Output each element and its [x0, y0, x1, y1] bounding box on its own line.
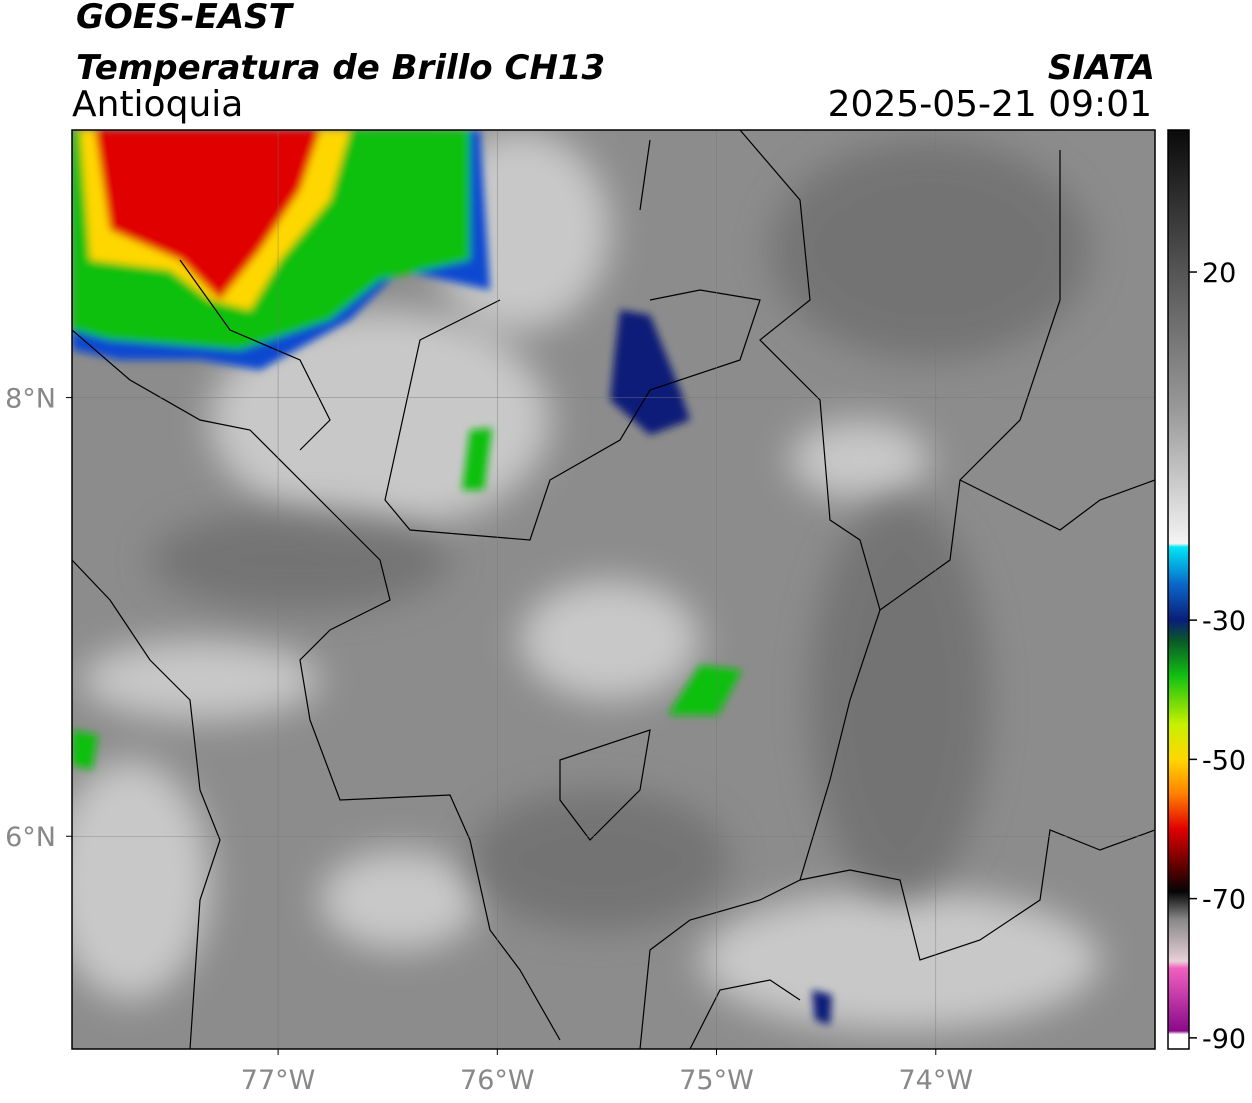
title: GOES-EAST [76, 0, 295, 37]
map-frame [71, 129, 1156, 1050]
x-tick-label: 77°W [241, 1065, 316, 1096]
colorbar-label: -30 [1202, 606, 1246, 637]
colorbar-label: -70 [1202, 885, 1246, 916]
satellite-image [72, 130, 1155, 1049]
x-tick-label: 75°W [679, 1065, 754, 1096]
datetime: 2025-05-21 09:01 [828, 84, 1152, 125]
y-tick-label: 8°N [5, 384, 56, 415]
x-tick-label: 76°W [460, 1065, 535, 1096]
source: SIATA [1048, 48, 1155, 88]
colorbar [1167, 129, 1190, 1050]
colorbar-label: -50 [1202, 745, 1246, 776]
colorbar-label: -90 [1202, 1024, 1246, 1055]
region: Antioquia [72, 84, 243, 125]
subtitle: Temperatura de Brillo CH13 [76, 48, 605, 88]
y-tick-label: 6°N [5, 822, 56, 853]
x-tick-label: 74°W [898, 1065, 973, 1096]
colorbar-label: 20 [1202, 258, 1236, 289]
